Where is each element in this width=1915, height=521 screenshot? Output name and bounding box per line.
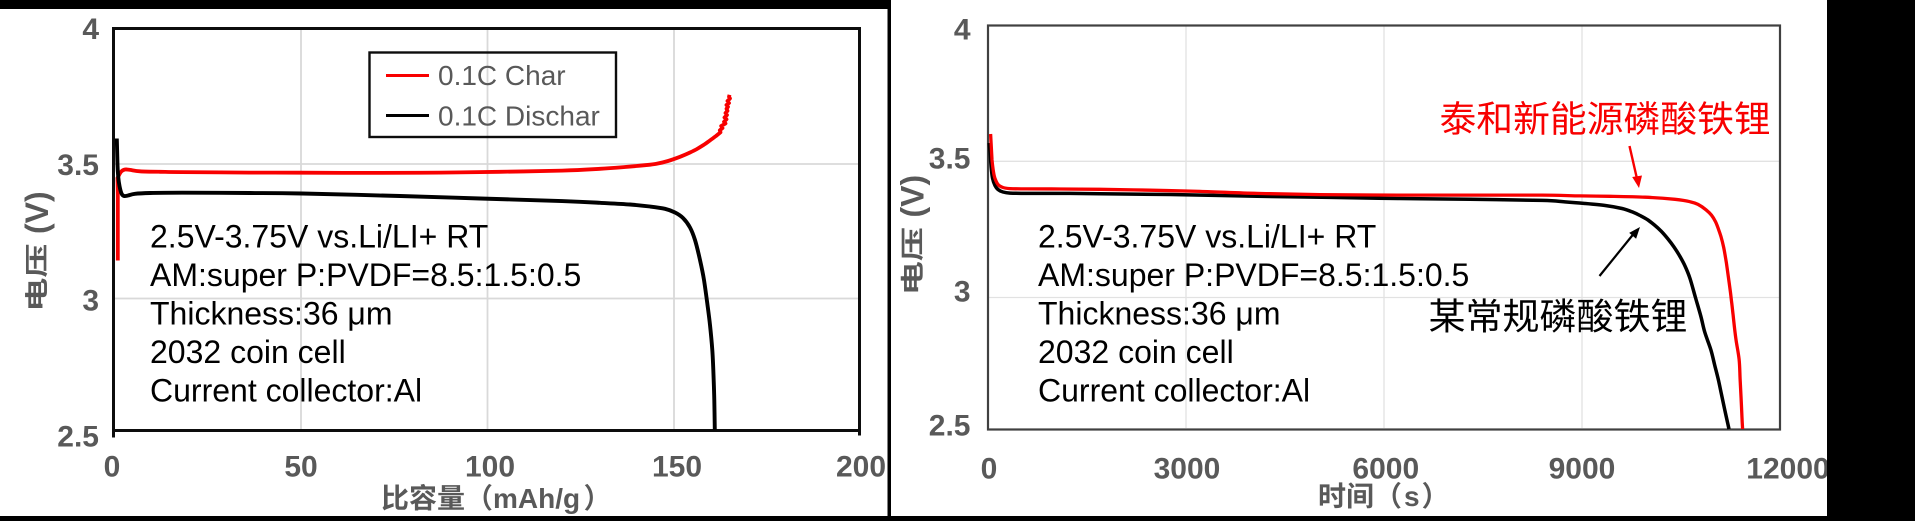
- svg-text:4: 4: [82, 13, 99, 46]
- svg-text:0.1C Dischar: 0.1C Dischar: [438, 101, 600, 132]
- svg-text:Current collector:Al: Current collector:Al: [150, 372, 422, 408]
- svg-text:(V): (V): [895, 175, 931, 218]
- svg-text:Thickness:36 μm: Thickness:36 μm: [150, 295, 393, 331]
- svg-text:0: 0: [981, 453, 998, 486]
- svg-text:9000: 9000: [1549, 453, 1616, 486]
- svg-text:2.5: 2.5: [57, 421, 99, 454]
- svg-text:2032 coin cell: 2032 coin cell: [150, 334, 346, 370]
- svg-text:s: s: [1404, 481, 1420, 512]
- svg-text:2.5: 2.5: [929, 410, 971, 443]
- svg-text:mAh/g: mAh/g: [493, 483, 580, 514]
- svg-text:2.5V-3.75V vs.Li/LI+ RT: 2.5V-3.75V vs.Li/LI+ RT: [150, 218, 488, 254]
- svg-text:0.1C Char: 0.1C Char: [438, 60, 566, 91]
- svg-text:3.5: 3.5: [57, 149, 99, 182]
- svg-text:AM:super P:PVDF=8.5:1.5:0.5: AM:super P:PVDF=8.5:1.5:0.5: [150, 257, 581, 293]
- svg-text:6000: 6000: [1352, 453, 1419, 486]
- svg-text:100: 100: [465, 451, 515, 484]
- svg-text:3: 3: [82, 285, 99, 318]
- svg-text:0: 0: [104, 451, 121, 484]
- svg-text:12000: 12000: [1746, 453, 1829, 486]
- svg-text:Thickness:36 μm: Thickness:36 μm: [1038, 295, 1281, 331]
- svg-text:2.5V-3.75V vs.Li/LI+ RT: 2.5V-3.75V vs.Li/LI+ RT: [1038, 218, 1376, 254]
- svg-text:3.5: 3.5: [929, 143, 971, 176]
- svg-text:2032 coin cell: 2032 coin cell: [1038, 334, 1234, 370]
- svg-text:3000: 3000: [1154, 453, 1221, 486]
- svg-text:(V): (V): [19, 191, 55, 234]
- svg-text:AM:super P:PVDF=8.5:1.5:0.5: AM:super P:PVDF=8.5:1.5:0.5: [1038, 257, 1469, 293]
- svg-text:4: 4: [954, 14, 971, 47]
- svg-text:Current collector:Al: Current collector:Al: [1038, 372, 1310, 408]
- svg-text:150: 150: [652, 451, 702, 484]
- svg-text:3: 3: [954, 276, 971, 309]
- svg-text:200: 200: [836, 451, 886, 484]
- svg-text:50: 50: [284, 451, 317, 484]
